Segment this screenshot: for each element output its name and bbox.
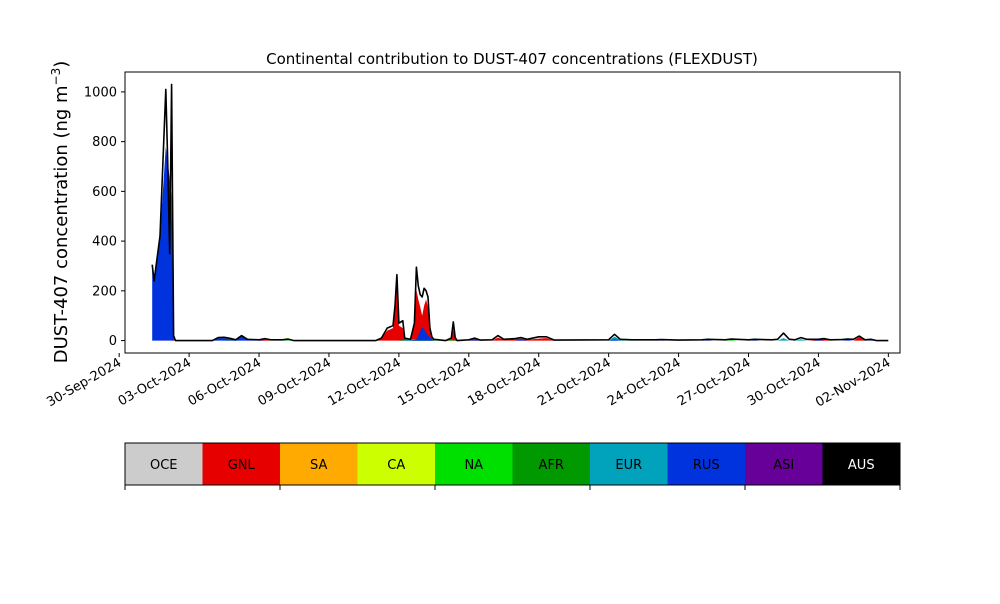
area-layers bbox=[152, 146, 877, 341]
x-tick-label: 15-Oct-2024 bbox=[395, 355, 473, 409]
x-tick-label: 06-Oct-2024 bbox=[186, 355, 264, 409]
legend-swatch-eur bbox=[590, 443, 668, 485]
y-axis-label-exponent: −3 bbox=[49, 68, 63, 86]
x-tick-label: 27-Oct-2024 bbox=[675, 355, 753, 409]
legend-swatch-asi bbox=[745, 443, 823, 485]
total-concentration-line bbox=[151, 83, 889, 342]
legend-swatch-oce bbox=[125, 443, 203, 485]
legend-swatch-gnl bbox=[202, 443, 281, 485]
y-tick-label: 600 bbox=[92, 185, 117, 200]
legend-label-asi: ASI bbox=[773, 458, 794, 473]
y-axis-label-close: ) bbox=[51, 61, 72, 68]
legend-label-eur: EUR bbox=[615, 458, 642, 473]
x-tick-label: 03-Oct-2024 bbox=[116, 355, 194, 409]
y-tick-label: 800 bbox=[92, 135, 117, 150]
legend-label-sa: SA bbox=[310, 458, 327, 473]
y-tick-label: 200 bbox=[92, 284, 117, 299]
y-axis-label: DUST-407 concentration (ng m−3) bbox=[49, 61, 72, 364]
legend-swatch-rus bbox=[667, 443, 746, 485]
legend-label-ca: CA bbox=[387, 458, 405, 473]
area-gnl bbox=[152, 284, 865, 341]
y-axis: 0 200 400 600 800 1000 bbox=[84, 85, 125, 349]
x-tick-label: 24-Oct-2024 bbox=[605, 355, 683, 409]
legend-swatch-aus bbox=[822, 443, 901, 485]
x-tick-label: 02-Nov-2024 bbox=[813, 355, 893, 410]
legend-colorbar: OCE GNL SA CA NA AFR EUR RUS ASI AUS bbox=[124, 442, 901, 490]
x-tick-label: 21-Oct-2024 bbox=[535, 355, 613, 409]
x-axis: 30-Sep-202403-Oct-202406-Oct-202409-Oct-… bbox=[44, 353, 893, 410]
legend-label-aus: AUS bbox=[848, 458, 875, 473]
legend-label-oce: OCE bbox=[150, 458, 178, 473]
chart-title: Continental contribution to DUST-407 con… bbox=[266, 50, 758, 68]
legend-frame bbox=[124, 442, 901, 486]
x-tick-label: 09-Oct-2024 bbox=[256, 355, 334, 409]
total-line-layer bbox=[151, 83, 889, 342]
plot-frame bbox=[124, 71, 901, 354]
x-tick-label: 18-Oct-2024 bbox=[465, 355, 543, 409]
y-axis-label-main: DUST-407 concentration (ng m bbox=[51, 85, 72, 363]
legend-label-na: NA bbox=[464, 458, 483, 473]
legend-label-gnl: GNL bbox=[228, 458, 256, 473]
x-tick-label: 12-Oct-2024 bbox=[325, 355, 403, 409]
legend-swatch-afr bbox=[512, 443, 591, 485]
y-tick-label: 0 bbox=[109, 334, 117, 349]
x-tick-label: 30-Oct-2024 bbox=[745, 355, 823, 409]
y-tick-label: 400 bbox=[92, 235, 117, 250]
legend-swatch-na bbox=[435, 443, 513, 485]
legend-swatch-sa bbox=[280, 443, 358, 485]
area-rus bbox=[152, 146, 877, 341]
legend-label-rus: RUS bbox=[693, 458, 720, 473]
y-tick-label: 1000 bbox=[84, 85, 117, 100]
legend-label-afr: AFR bbox=[539, 458, 564, 473]
legend-swatch-ca bbox=[357, 443, 436, 485]
